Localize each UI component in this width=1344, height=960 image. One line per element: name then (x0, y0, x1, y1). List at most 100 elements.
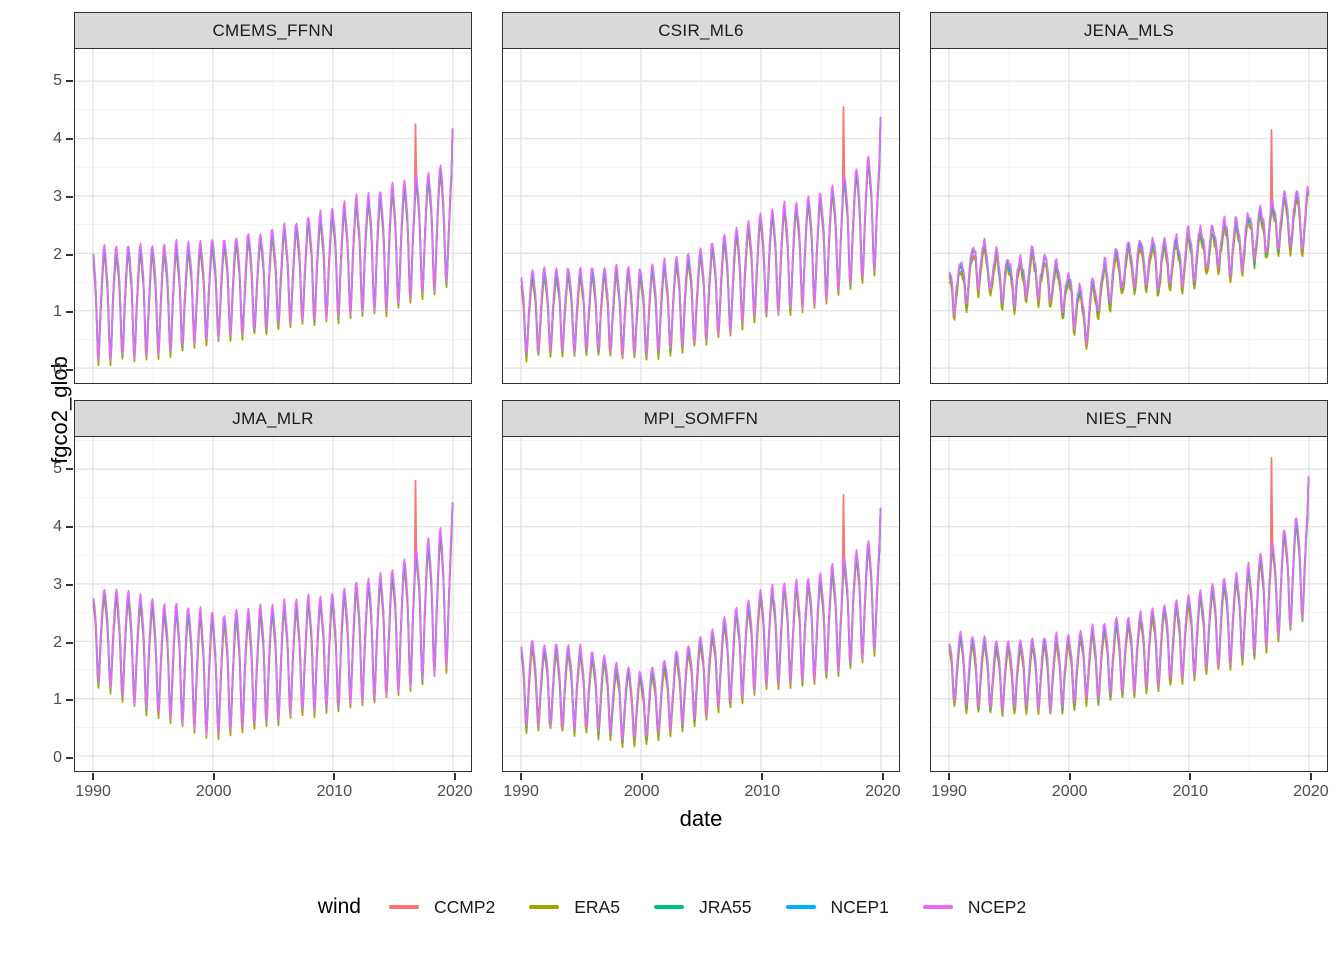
x-tick-label: 1990 (931, 783, 967, 800)
x-tick-label: 2010 (316, 783, 353, 800)
x-tick-mark (881, 772, 884, 780)
facet: NIES_FNN 1990 2000 2010 2020 (930, 400, 1329, 800)
facet: JMA_MLR 0 1 2 3 4 5 1990 2000 2010 2020 (53, 400, 473, 800)
y-tick-mark (66, 468, 74, 471)
y-tick-label: 1 (53, 691, 62, 709)
legend-key-line (785, 905, 816, 909)
legend-label: ERA5 (574, 896, 620, 917)
x-tick-mark (948, 772, 951, 780)
x-tick-mark (1309, 772, 1312, 780)
facet-panel: 0 1 2 3 4 5 (53, 48, 472, 384)
facet-panel: 0 1 2 3 4 5 1990 2000 2010 2020 (53, 436, 473, 800)
x-tick-label: 2020 (437, 783, 473, 800)
panel-canvas-JMA_MLR (75, 437, 471, 771)
x-tick-mark (92, 772, 95, 780)
y-tick-label: 0 (53, 748, 62, 766)
legend-entry: ERA5 (529, 897, 620, 918)
y-tick-mark (66, 699, 74, 702)
legend-label: NCEP2 (967, 896, 1027, 917)
series-line-ERA5 (948, 194, 1310, 350)
x-tick-mark (640, 772, 643, 780)
plot-area: CMEMS_FFNN 0 1 2 3 4 5 CSIR_ML6 JENA_MLS JMA_… (53, 12, 1329, 800)
y-tick-mark (66, 756, 74, 759)
series-line-NCEP2 (92, 128, 454, 362)
y-tick-label: 2 (53, 633, 62, 651)
y-tick-label: 5 (53, 460, 62, 478)
y-tick-label: 3 (53, 575, 62, 593)
y-tick-mark (66, 80, 74, 83)
facet-panel: 1990 2000 2010 2020 (502, 436, 901, 800)
x-tick-label: 2000 (1051, 783, 1088, 800)
x-tick-mark (212, 772, 215, 780)
facet-strip: CMEMS_FFNN (74, 12, 472, 48)
facet: CMEMS_FFNN 0 1 2 3 4 5 (53, 12, 472, 384)
x-tick-label: 2000 (623, 783, 660, 800)
x-tick-mark (453, 772, 456, 780)
facet-strip: JMA_MLR (74, 400, 472, 436)
y-tick-label: 3 (53, 187, 62, 205)
legend-label: JRA55 (698, 896, 752, 917)
x-tick-label: 1990 (503, 783, 539, 800)
x-axis-title: date (679, 806, 723, 831)
legend-key-line (388, 905, 419, 909)
y-tick-mark (66, 368, 74, 371)
series-line-NCEP2 (520, 116, 882, 357)
facet: JENA_MLS (930, 12, 1328, 384)
x-tick-label: 2020 (1293, 783, 1329, 800)
x-tick-label: 2010 (1172, 783, 1209, 800)
panel-canvas-MPI_SOMFFN (503, 437, 899, 771)
x-tick-mark (1068, 772, 1071, 780)
y-tick-mark (66, 138, 74, 141)
facet-strip: NIES_FNN (930, 400, 1328, 436)
x-tick-mark (1189, 772, 1192, 780)
facet: CSIR_ML6 (502, 12, 900, 384)
y-tick-label: 4 (53, 518, 62, 536)
panel-canvas-NIES_FNN (931, 437, 1327, 771)
panel-canvas-CMEMS_FFNN (75, 49, 471, 383)
x-tick-label: 2020 (865, 783, 901, 800)
x-tick-mark (520, 772, 523, 780)
series-line-NCEP2 (948, 185, 1310, 345)
panel-canvas-JENA_MLS (931, 49, 1327, 383)
x-tick-mark (333, 772, 336, 780)
facet-title: MPI_SOMFFN (643, 408, 759, 428)
x-tick-mark (761, 772, 764, 780)
y-tick-mark (66, 253, 74, 256)
series-line-NCEP2 (92, 501, 454, 736)
series-line-NCEP1 (948, 189, 1310, 341)
y-tick-label: 2 (53, 245, 62, 263)
legend-label: CCMP2 (433, 896, 496, 917)
facet-panel (502, 48, 900, 384)
y-tick-mark (66, 641, 74, 644)
legend-label: NCEP1 (830, 896, 889, 917)
x-tick-label: 2010 (744, 783, 781, 800)
legend-key-line (653, 905, 684, 909)
legend-key-line (529, 905, 560, 909)
legend-entry: NCEP1 (785, 896, 889, 918)
x-tick-label: 2000 (195, 783, 232, 800)
facet-strip: MPI_SOMFFN (502, 400, 900, 436)
legend-title: wind (317, 895, 361, 918)
facet-title: NIES_FNN (1085, 408, 1173, 428)
y-tick-mark (66, 195, 74, 198)
y-tick-mark (66, 526, 74, 529)
legend-entry: NCEP2 (922, 896, 1027, 918)
panel-canvas-CSIR_ML6 (503, 49, 899, 383)
series-line-NCEP2 (520, 507, 882, 741)
facet-panel (930, 48, 1328, 384)
facet-title: JENA_MLS (1083, 20, 1175, 40)
facet-strip: JENA_MLS (930, 12, 1328, 48)
facet-title: JMA_MLR (232, 408, 314, 428)
y-tick-mark (66, 583, 74, 586)
y-tick-label: 0 (53, 360, 62, 378)
facet-panel: 1990 2000 2010 2020 (930, 436, 1329, 800)
y-tick-label: 5 (53, 72, 62, 90)
y-tick-mark (66, 311, 74, 314)
y-tick-label: 4 (53, 130, 62, 148)
legend: wind CCMP2 ERA5 JRA55 NCEP1 NCEP2 (0, 884, 1344, 930)
x-tick-label: 1990 (75, 783, 111, 800)
facet: MPI_SOMFFN 1990 2000 2010 2020 (502, 400, 901, 800)
facet-title: CSIR_ML6 (658, 20, 744, 40)
legend-entry: CCMP2 (388, 896, 496, 918)
facet-title: CMEMS_FFNN (212, 20, 334, 40)
